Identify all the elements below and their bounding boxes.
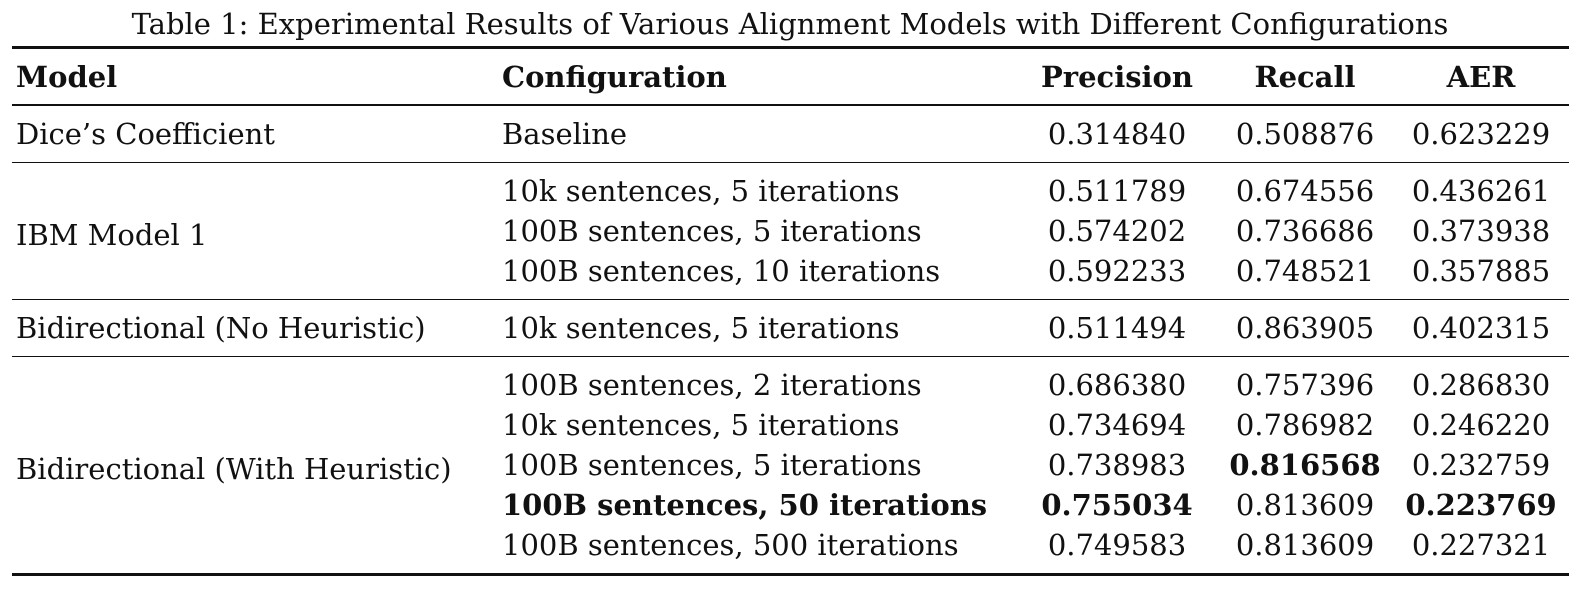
aer-cell: 0.402315 <box>1411 311 1551 345</box>
aer-cell: 0.373938 <box>1411 214 1551 248</box>
aer-cell: 0.286830 <box>1411 368 1551 402</box>
header-configuration: Configuration <box>502 59 727 94</box>
recall-cell: 0.813609 <box>1235 488 1375 522</box>
table-row: Dice’s Coefficient Baseline 0.314840 0.5… <box>12 105 1569 163</box>
recall-cell: 0.736686 <box>1235 214 1375 248</box>
precision-cell: 0.738983 <box>1047 448 1187 482</box>
table-row-best: 100B sentences, 50 iterations 0.755034 0… <box>12 485 1569 525</box>
group-bidirectional-with-heuristic: Bidirectional (With Heuristic) 100B sent… <box>12 357 1569 575</box>
table-row: 100B sentences, 5 iterations 0.574202 0.… <box>12 211 1569 251</box>
configuration-cell: 10k sentences, 5 iterations <box>502 174 900 208</box>
header-aer: AER <box>1446 59 1516 94</box>
table-row: IBM Model 1 10k sentences, 5 iterations … <box>12 163 1569 252</box>
precision-cell: 0.592233 <box>1047 254 1187 288</box>
precision-cell: 0.314840 <box>1047 117 1187 151</box>
configuration-cell-best: 100B sentences, 50 iterations <box>502 488 988 522</box>
aer-cell-best: 0.223769 <box>1405 488 1557 522</box>
recall-cell-best: 0.816568 <box>1229 448 1381 482</box>
model-cell: Bidirectional (With Heuristic) <box>16 452 452 486</box>
configuration-cell: 100B sentences, 10 iterations <box>502 254 941 288</box>
recall-cell: 0.813609 <box>1235 528 1375 562</box>
precision-cell: 0.511494 <box>1047 311 1187 345</box>
aer-cell: 0.246220 <box>1411 408 1551 442</box>
precision-cell: 0.574202 <box>1047 214 1187 248</box>
model-cell: IBM Model 1 <box>16 218 208 252</box>
aer-cell: 0.232759 <box>1411 448 1551 482</box>
aer-cell: 0.357885 <box>1411 254 1551 288</box>
recall-cell: 0.508876 <box>1235 117 1375 151</box>
aer-cell: 0.227321 <box>1411 528 1551 562</box>
table-row: Bidirectional (With Heuristic) 100B sent… <box>12 357 1569 486</box>
header-precision: Precision <box>1041 59 1193 94</box>
precision-cell: 0.749583 <box>1047 528 1187 562</box>
aer-cell: 0.623229 <box>1411 117 1551 151</box>
table-row: 100B sentences, 10 iterations 0.592233 0… <box>12 251 1569 300</box>
table-row: 10k sentences, 5 iterations 0.734694 0.7… <box>12 405 1569 445</box>
precision-cell-best: 0.755034 <box>1041 488 1193 522</box>
header-recall: Recall <box>1254 59 1356 94</box>
configuration-cell: 100B sentences, 5 iterations <box>502 214 922 248</box>
table-row: 100B sentences, 500 iterations 0.749583 … <box>12 525 1569 575</box>
configuration-cell: 100B sentences, 500 iterations <box>502 528 959 562</box>
configuration-cell: 100B sentences, 5 iterations <box>502 448 922 482</box>
recall-cell: 0.863905 <box>1235 311 1375 345</box>
configuration-cell: 10k sentences, 5 iterations <box>502 311 900 345</box>
recall-cell: 0.674556 <box>1235 174 1375 208</box>
precision-cell: 0.511789 <box>1047 174 1187 208</box>
group-bidirectional-no-heuristic: Bidirectional (No Heuristic) 10k sentenc… <box>12 300 1569 357</box>
model-cell: Bidirectional (No Heuristic) <box>16 311 426 345</box>
results-table: Model Configuration Precision Recall AER… <box>12 46 1569 576</box>
precision-cell: 0.686380 <box>1047 368 1187 402</box>
configuration-cell: 100B sentences, 2 iterations <box>502 368 922 402</box>
header-model: Model <box>16 59 118 94</box>
aer-cell: 0.436261 <box>1411 174 1551 208</box>
header-row: Model Configuration Precision Recall AER <box>12 47 1569 105</box>
table-row: Bidirectional (No Heuristic) 10k sentenc… <box>12 300 1569 357</box>
recall-cell: 0.786982 <box>1235 408 1375 442</box>
group-ibm-model-1: IBM Model 1 10k sentences, 5 iterations … <box>12 163 1569 300</box>
configuration-cell: Baseline <box>502 117 628 151</box>
recall-cell: 0.748521 <box>1235 254 1375 288</box>
table-caption: Table 1: Experimental Results of Various… <box>131 7 1449 41</box>
table-header: Model Configuration Precision Recall AER <box>12 47 1569 105</box>
precision-cell: 0.734694 <box>1047 408 1187 442</box>
configuration-cell: 10k sentences, 5 iterations <box>502 408 900 442</box>
table-row: 100B sentences, 5 iterations 0.738983 0.… <box>12 445 1569 485</box>
recall-cell: 0.757396 <box>1235 368 1375 402</box>
model-cell: Dice’s Coefficient <box>16 117 275 151</box>
group-dice: Dice’s Coefficient Baseline 0.314840 0.5… <box>12 105 1569 163</box>
